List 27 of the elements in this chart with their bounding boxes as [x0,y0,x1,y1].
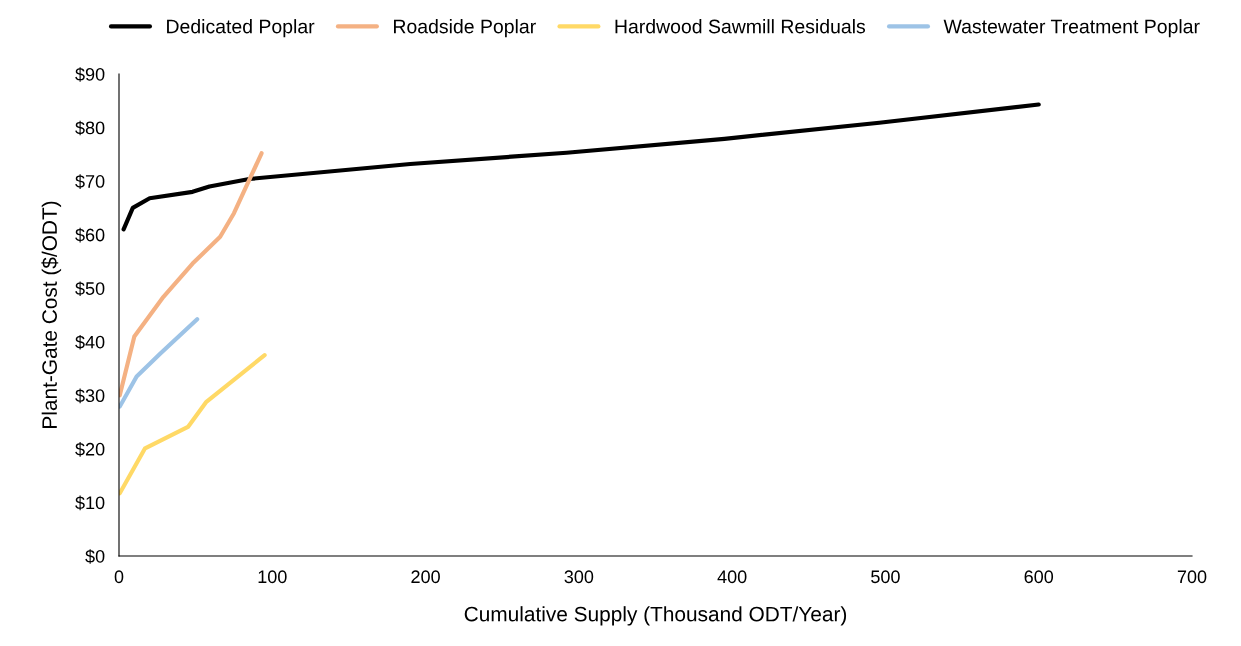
legend-label: Roadside Poplar [394,19,536,38]
x-tick-label: 200 [411,570,440,584]
y-tick-label: $40 [75,334,105,350]
y-tick-label: $10 [75,495,105,511]
y-axis-title: Plant-Gate Cost ($/ODT) [41,201,62,428]
legend-label: Dedicated Poplar [167,19,315,38]
line-series [119,353,267,496]
y-tick-label: $60 [75,227,105,243]
y-tick-label: $90 [75,67,105,82]
x-tick-label: 300 [564,570,594,584]
y-tick-label: $0 [85,549,105,564]
y-tick-label: $50 [75,281,105,297]
x-tick-label: 100 [258,570,287,584]
x-tick-label: 0 [114,570,124,584]
x-tick-label: 400 [717,570,747,584]
y-tick-label: $30 [75,388,105,404]
legend-label: Hardwood Sawmill Residuals [615,19,866,34]
line-series [119,317,200,409]
y-tick-label: $20 [75,442,105,457]
legend-label: Wastewater Treatment Poplar [943,19,1200,38]
y-tick-label: $80 [75,120,105,136]
x-tick-label: 700 [1177,570,1207,584]
x-tick-label: 500 [871,570,900,584]
x-axis-title: Cumulative Supply (Thousand ODT/Year) [464,606,847,626]
y-tick-label: $70 [75,174,105,189]
x-tick-label: 600 [1024,570,1054,584]
line-series [119,151,264,398]
